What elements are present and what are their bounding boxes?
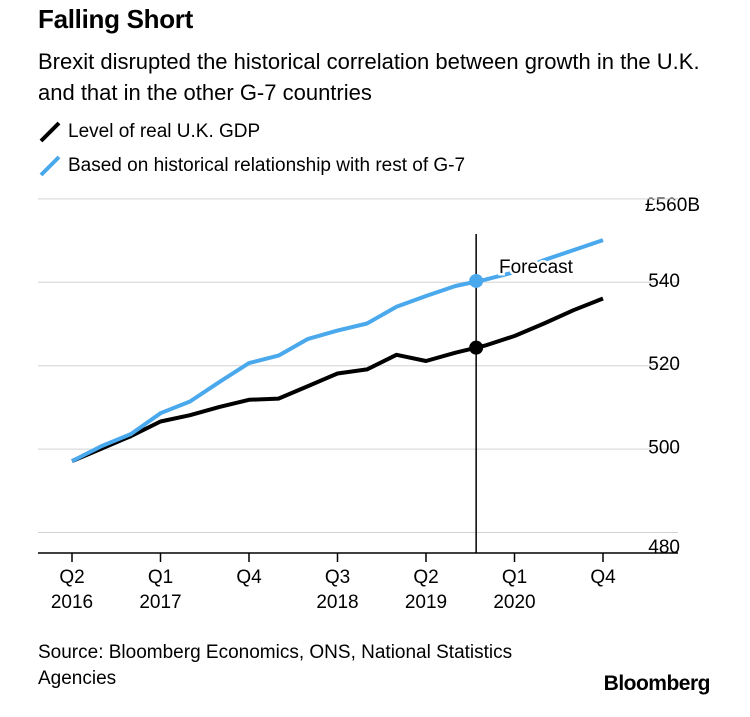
chart-title: Falling Short — [38, 4, 193, 34]
y-tick-label: 540 — [648, 271, 680, 292]
x-tick-label-quarter: Q1 — [148, 567, 173, 588]
x-tick-label-year: 2016 — [51, 592, 93, 613]
series-line-g7-relationship — [71, 238, 604, 463]
legend-item-g7-relationship: Based on historical relationship with re… — [38, 154, 738, 178]
x-tick-label-quarter: Q3 — [325, 567, 350, 588]
x-tick-label-year: 2020 — [493, 592, 535, 613]
y-tick-label: 500 — [648, 438, 680, 459]
series-marker-uk-gdp — [469, 340, 484, 355]
x-tick-label-quarter: Q4 — [590, 567, 616, 588]
legend-label-g7-relationship: Based on historical relationship with re… — [68, 155, 466, 176]
y-tick-label: 520 — [648, 354, 680, 375]
series-marker-g7-relationship — [469, 273, 484, 288]
x-tick-label-year: 2017 — [139, 592, 181, 613]
bloomberg-logo: Bloomberg — [603, 672, 711, 695]
y-tick-label: 480 — [648, 537, 680, 558]
x-tick-label-year: 2018 — [316, 592, 358, 613]
x-tick-label-quarter: Q2 — [59, 567, 84, 588]
legend-swatch-blue — [39, 155, 61, 177]
legend-swatch-black — [39, 121, 61, 143]
legend-item-uk-gdp: Level of real U.K. GDP — [38, 120, 738, 144]
x-tick-label-quarter: Q1 — [502, 567, 527, 588]
y-axis-unit-label: £560B — [645, 195, 700, 216]
forecast-label: Forecast — [499, 257, 574, 278]
x-tick-label-quarter: Q2 — [413, 567, 438, 588]
x-tick-label-quarter: Q4 — [236, 567, 262, 588]
chart-subtitle: Brexit disrupted the historical correlat… — [38, 49, 700, 105]
source-note: Source: Bloomberg Economics, ONS, Nation… — [38, 642, 513, 689]
x-tick-label-year: 2019 — [405, 592, 447, 613]
legend-label-uk-gdp: Level of real U.K. GDP — [68, 121, 261, 142]
series-line-uk-gdp — [71, 296, 604, 463]
chart-area: £560B 540 520 500 480 Q2 2016 Q1 2017 Q4 Q3 2018 Q2 2… — [38, 195, 700, 613]
